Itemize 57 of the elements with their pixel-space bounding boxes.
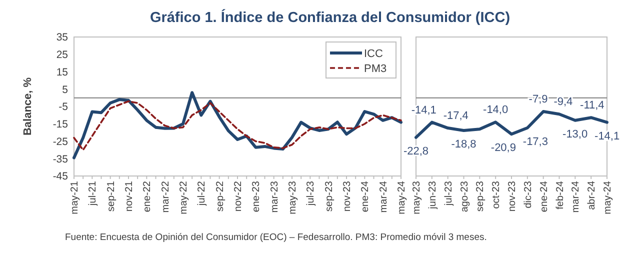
x-tick-label: mar-22 (160, 180, 172, 213)
x-tick-label: mar-24 (378, 180, 390, 213)
x-tick-label: dic-23 (522, 180, 534, 208)
data-label: -11,4 (580, 100, 604, 112)
data-label: -14,1 (411, 104, 436, 116)
legend-label: PM3 (364, 62, 387, 75)
x-tick-label: ene-24 (538, 180, 550, 212)
y-tick-label: -15 (52, 118, 68, 131)
x-tick-label: may-23 (288, 180, 298, 214)
x-tick-label: mar-24 (570, 180, 582, 213)
y-tick-label: 35 (56, 32, 68, 44)
x-tick-label: nov-21 (124, 180, 135, 212)
x-tick-label: ene-23 (251, 180, 262, 212)
x-tick-label: feb-24 (554, 180, 566, 210)
x-tick-label: may-21 (70, 180, 80, 214)
y-tick-label: 25 (56, 49, 68, 62)
source-note: Fuente: Encuesta de Opinión del Consumidor (EOC) – Fedesarrollo. PM3: Promedio móvil 3 meses. (65, 232, 487, 243)
data-label: -17,4 (443, 110, 468, 122)
y-tick-label: 15 (56, 66, 68, 78)
y-tick-label: -25 (52, 136, 68, 148)
y-tick-label: -45 (52, 170, 68, 183)
x-tick-label: jul-21 (88, 180, 99, 206)
x-tick-label: oct-23 (491, 180, 502, 209)
x-tick-label: jul-22 (196, 180, 208, 206)
x-tick-label: nov-23 (507, 180, 518, 212)
x-tick-label: sep-22 (214, 180, 226, 212)
data-label: -17,3 (522, 136, 548, 148)
chart-title: Gráfico 1. Índice de Confianza del Consumidor (ICC) (150, 9, 510, 26)
data-label: -18,8 (451, 138, 476, 150)
x-tick-label: nov-22 (233, 180, 244, 212)
x-tick-label: ene-24 (360, 180, 372, 212)
x-tick-label: may-23 (412, 180, 422, 214)
y-axis-title: Balance, % (22, 77, 34, 136)
x-tick-label: may-22 (178, 180, 190, 214)
data-label: -14,0 (483, 104, 508, 116)
data-label: -20,9 (490, 142, 516, 154)
x-tick-label: may-24 (396, 180, 408, 214)
legend-label: ICC (364, 48, 383, 60)
y-tick-label: -5 (58, 101, 68, 114)
data-label: -14,1 (594, 130, 620, 142)
data-label: -13,0 (562, 128, 588, 140)
data-label: -9,4 (554, 96, 573, 108)
x-tick-label: sep-23 (475, 180, 486, 212)
y-tick-label: -35 (52, 153, 68, 166)
x-tick-label: ago-23 (459, 180, 470, 212)
y-tick-label: 5 (62, 84, 68, 96)
x-tick-label: mar-23 (269, 180, 280, 213)
x-tick-label: nov-23 (342, 180, 353, 212)
x-tick-label: may-24 (602, 180, 614, 214)
x-tick-label: sep-21 (106, 180, 117, 212)
x-tick-label: jul-23 (443, 180, 454, 206)
x-tick-label: abr-24 (586, 180, 598, 210)
x-tick-label: jun-23 (427, 180, 438, 210)
x-tick-label: sep-23 (324, 180, 335, 212)
data-label: -22,8 (403, 145, 429, 158)
x-tick-label: jul-23 (306, 180, 317, 206)
x-tick-label: ene-22 (142, 180, 154, 212)
